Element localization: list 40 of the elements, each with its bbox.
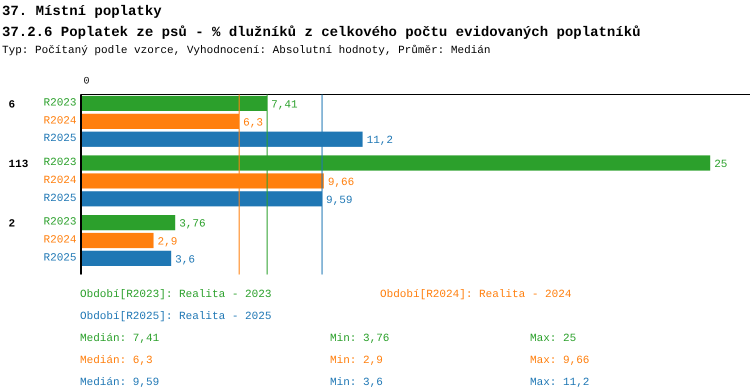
- y-tick-label: 6: [8, 99, 16, 112]
- text: Typ: Počítaný podle vzorce, Vyhodnocení: Absolutní hodnoty, Průměr: Medián: [2, 44, 492, 58]
- text: Max: 9,66: [530, 354, 590, 369]
- text: R2023: [43, 157, 77, 170]
- chart-title: 37. Místní poplatky: [2, 3, 163, 22]
- text: Medián: 7,41: [80, 332, 160, 347]
- data-label: 2,9: [158, 236, 178, 249]
- series-label: R2023: [43, 97, 77, 110]
- y-tick-label: 2: [8, 218, 16, 231]
- text: R2024: [43, 234, 77, 247]
- data-label: 7,41: [271, 99, 298, 112]
- text: Medián: 9,59: [80, 376, 160, 391]
- y-tick-label: 113: [8, 159, 29, 172]
- bar: [80, 250, 172, 266]
- text: R2024: [43, 174, 77, 187]
- series-label: R2024: [43, 115, 77, 128]
- text: 0: [84, 76, 90, 88]
- bar: [80, 215, 176, 230]
- data-label: 3,76: [179, 218, 206, 231]
- data-label: 9,66: [328, 176, 354, 189]
- text: Max: 25: [530, 332, 576, 347]
- data-label: 6,3: [243, 117, 263, 130]
- chart-subtitle: 37.2.6 Poplatek ze psů - % dlužníků z celkového počtu evidovaných poplatníků: [2, 24, 641, 43]
- text: R2025: [43, 192, 77, 205]
- series-label: R2025: [43, 133, 77, 146]
- text: R2025: [43, 252, 77, 264]
- data-label: 11,2: [366, 135, 394, 148]
- text: Min: 3,76: [330, 332, 390, 347]
- text: Období[R2023]: Realita - 2023: [80, 288, 272, 303]
- bar: [80, 232, 154, 248]
- text: Období[R2025]: Realita - 2025: [80, 310, 272, 325]
- data-label: 3,6: [175, 254, 195, 266]
- data-label: 25: [714, 159, 728, 172]
- text: Medián: 6,3: [80, 354, 153, 369]
- text: Období[R2024]: Realita - 2024: [380, 288, 572, 303]
- text: Min: 3,6: [330, 376, 383, 391]
- data-label: 9,59: [326, 194, 352, 207]
- text: Max: 11,2: [530, 376, 590, 391]
- text: R2023: [43, 216, 77, 229]
- text: Min: 2,9: [330, 354, 383, 369]
